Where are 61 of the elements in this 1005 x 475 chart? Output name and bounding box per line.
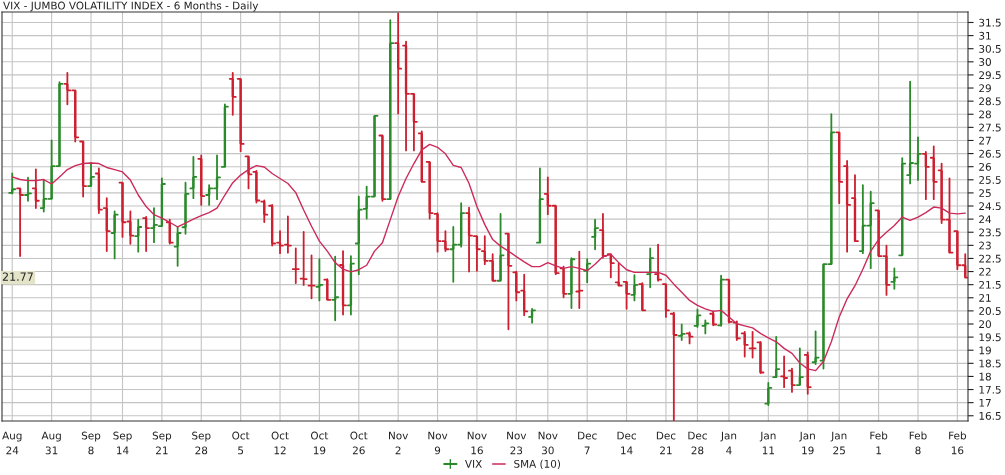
x-tick-label: Dec 14	[617, 431, 636, 455]
y-tick-label: 27.5	[979, 123, 1001, 132]
y-tick-label: 29.5	[979, 71, 1001, 80]
y-tick-label: 31	[979, 31, 991, 40]
y-tick-label: 21	[979, 294, 991, 302]
y-tick-label: 28	[979, 110, 991, 119]
y-tick-label: 31.5	[979, 18, 1001, 27]
y-tick-label: 16.5	[979, 411, 1001, 420]
y-tick-label: 21.5	[979, 280, 1001, 289]
x-tick-label: Sep 8	[81, 431, 101, 455]
y-tick-label: 17	[979, 399, 991, 407]
x-tick-label: Nov 2	[389, 431, 409, 455]
y-tick-label: 22	[979, 267, 991, 276]
y-tick-label: 26.5	[979, 149, 1001, 158]
y-tick-label: 18.5	[979, 359, 1001, 368]
x-tick-label: Sep 14	[113, 431, 132, 455]
x-tick-label: Oct 12	[271, 431, 289, 455]
y-tick-label: 27	[979, 136, 991, 145]
x-tick-label: Feb 16	[949, 431, 967, 455]
y-tick-label: 29	[979, 84, 991, 93]
x-tick-label: Aug 31	[41, 431, 61, 455]
x-tick-label: Jan 11	[759, 431, 776, 455]
x-tick-label: Nov 9	[428, 431, 448, 455]
x-tick-label: Oct 5	[232, 431, 250, 455]
y-tick-label: 19	[979, 346, 991, 355]
y-tick-label: 17.5	[979, 385, 1001, 394]
x-tick-label: Nov 30	[538, 431, 558, 455]
y-tick-label: 30.5	[979, 44, 1001, 53]
x-tick-label: Sep 21	[152, 431, 172, 455]
x-tick-label: Oct 19	[310, 431, 329, 455]
x-tick-label: Feb 8	[909, 431, 927, 455]
x-tick-label: Dec 21	[656, 431, 676, 455]
y-tick-label: 25.5	[979, 176, 1001, 184]
y-tick-label: 22.5	[979, 254, 1001, 263]
x-tick-label: Nov 16	[467, 431, 487, 455]
x-tick-label: Dec 7	[578, 431, 597, 455]
x-tick-label: Sep 28	[192, 431, 211, 455]
y-tick-label: 26	[979, 162, 992, 171]
y-tick-label: 24.5	[979, 202, 1001, 211]
y-tick-label: 18	[979, 372, 991, 381]
legend-label: SMA (10)	[514, 459, 561, 469]
x-tick-label: Aug 24	[2, 431, 22, 455]
y-tick-label: 23.5	[979, 228, 1001, 237]
y-tick-label: 25	[979, 189, 991, 198]
y-tick-label: 20	[979, 320, 991, 329]
chart-title: VIX - JUMBO VOLATILITY INDEX - 6 Months - Daily	[3, 1, 259, 12]
y-tick-label: 30	[979, 58, 991, 66]
y-tick-label: 23	[979, 241, 991, 250]
x-tick-label: Dec 28	[688, 431, 707, 455]
y-tick-label: 24	[979, 215, 992, 224]
x-tick-label: Jan 4	[720, 431, 737, 455]
y-tick-label: 20.5	[979, 307, 1001, 315]
y-tick-label: 28.5	[979, 97, 1001, 106]
x-tick-label: Feb 1	[870, 431, 888, 455]
x-tick-label: Nov 23	[507, 431, 527, 455]
legend-label: VIX	[465, 460, 482, 468]
annotation: 21.77	[2, 272, 33, 281]
x-tick-label: Jan 19	[799, 431, 815, 455]
x-tick-label: Jan 25	[830, 431, 847, 455]
x-tick-label: Oct 26	[350, 431, 368, 455]
y-tick-label: 19.5	[979, 333, 1001, 342]
